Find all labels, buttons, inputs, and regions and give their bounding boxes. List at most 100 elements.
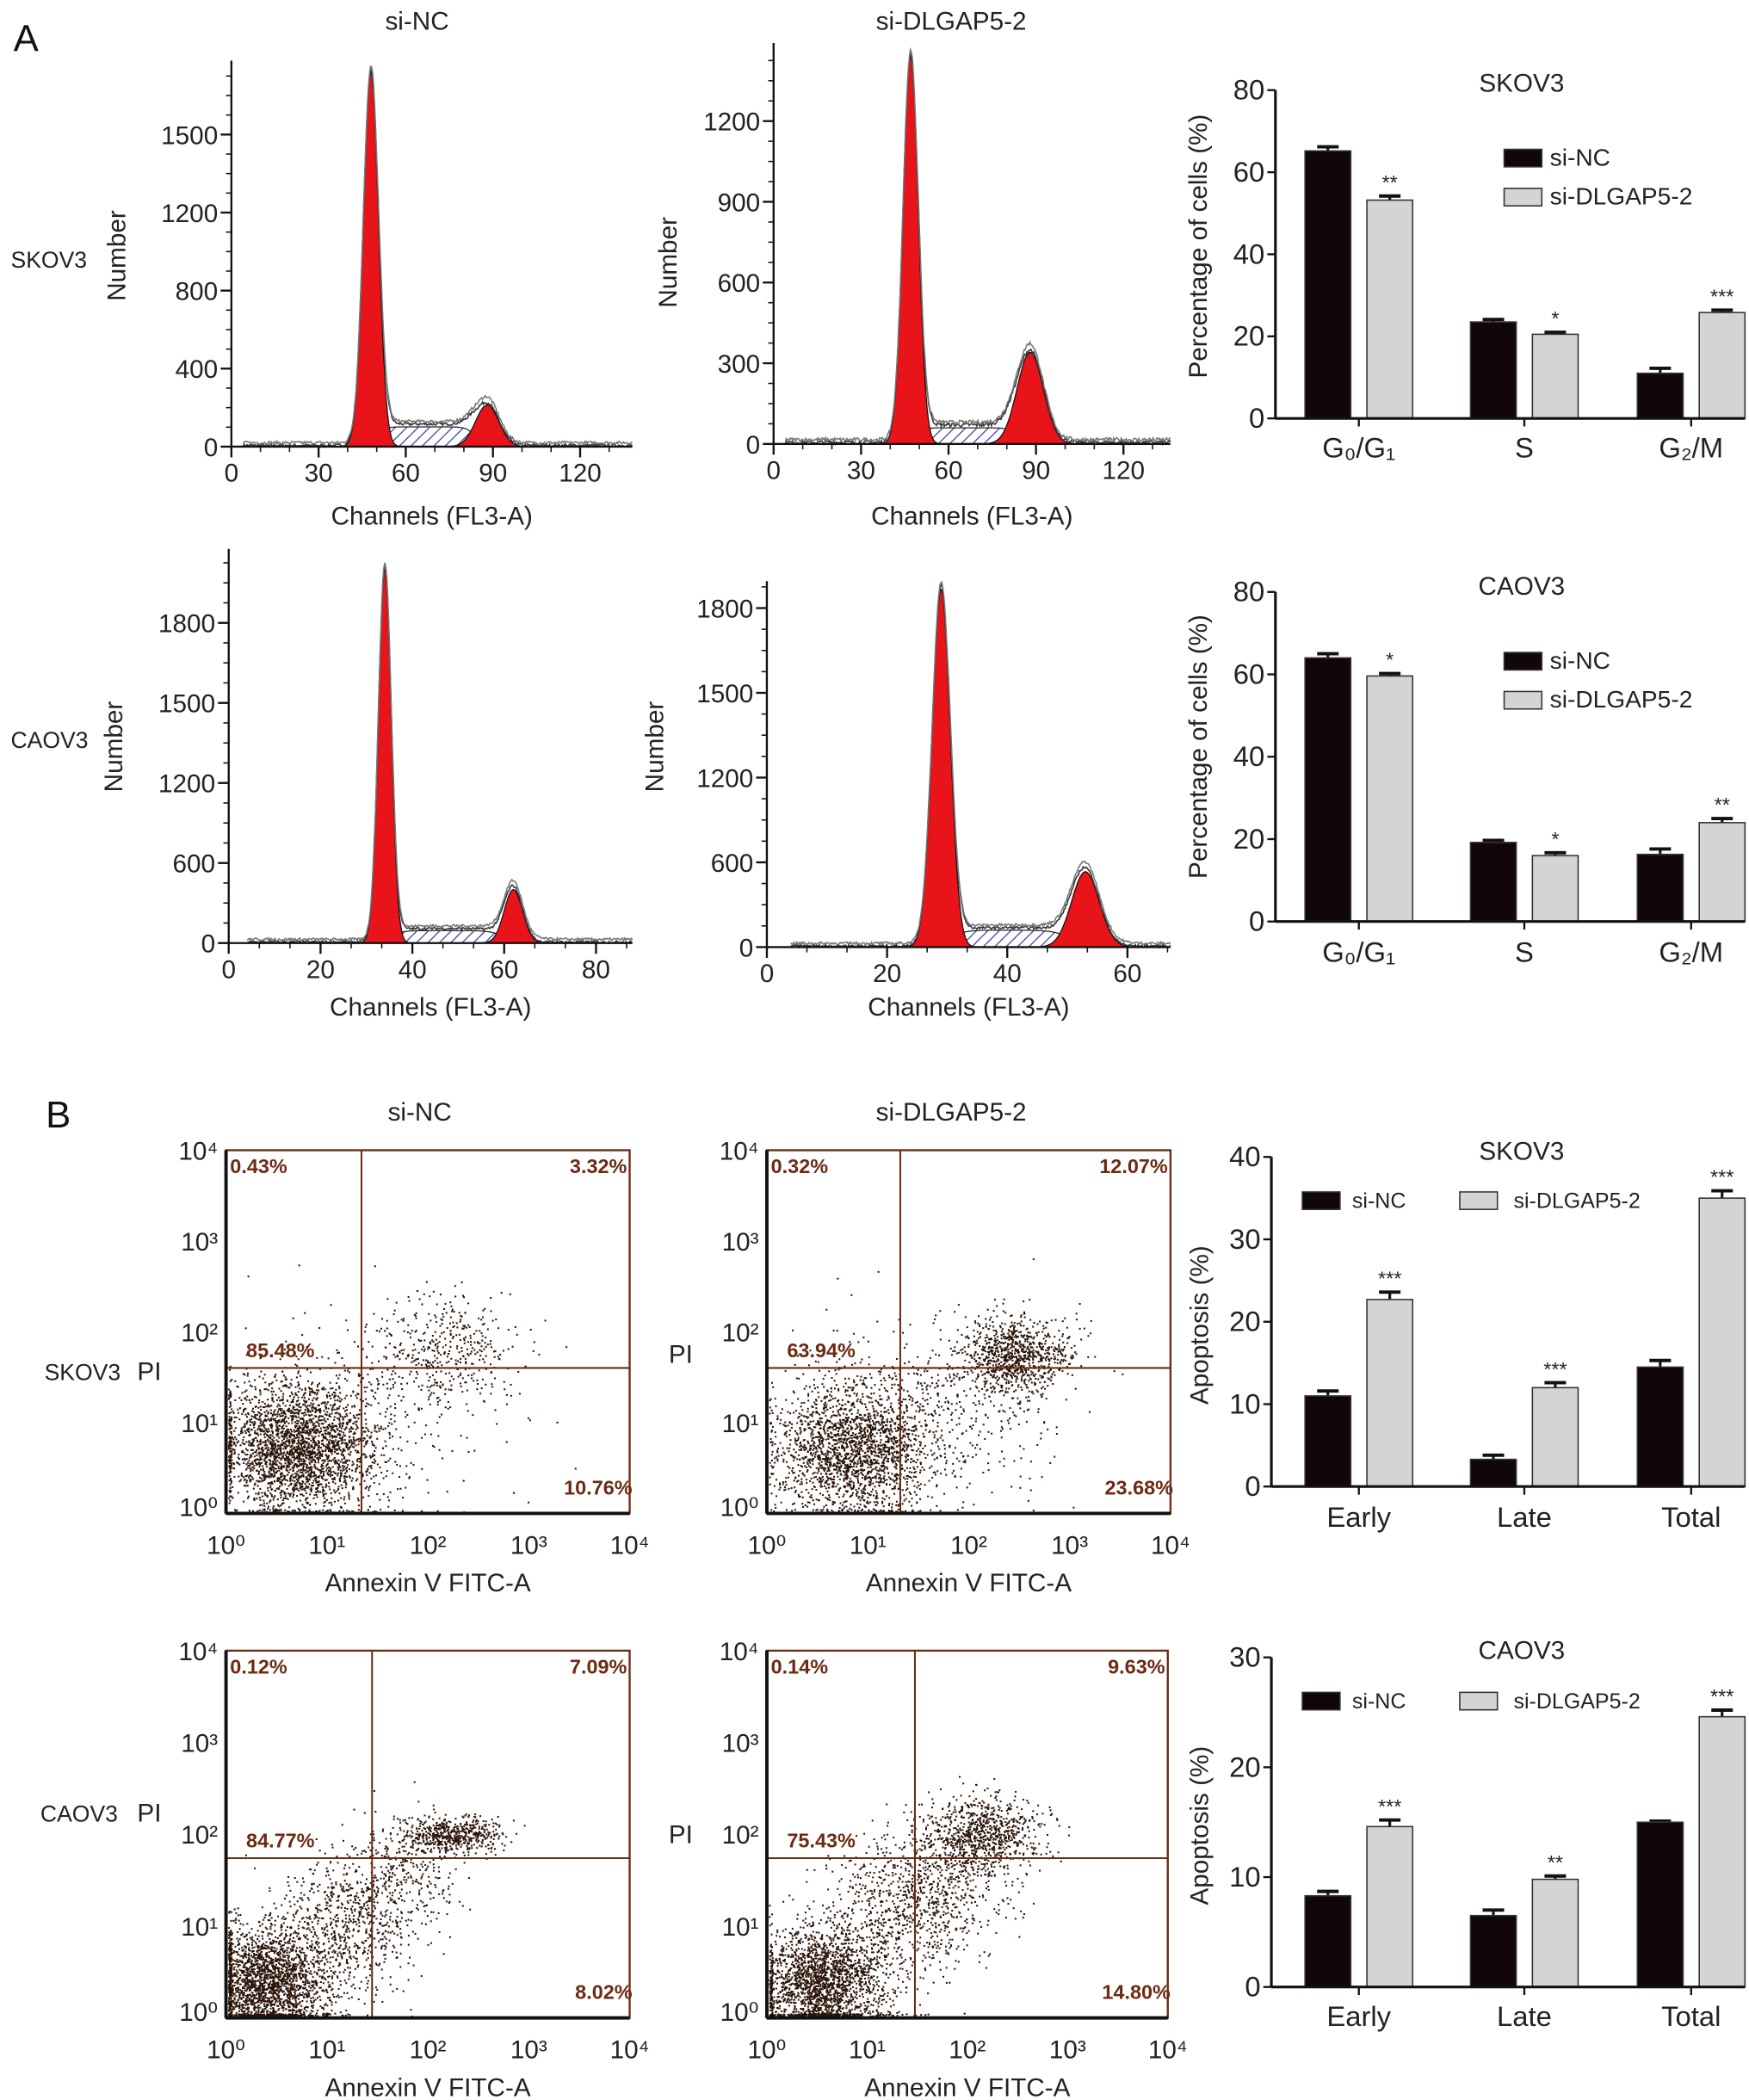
event-dot: [312, 1422, 314, 1424]
event-dot: [258, 1451, 261, 1454]
event-dot: [830, 1416, 832, 1418]
event-dot: [295, 1424, 298, 1427]
event-dot: [826, 1408, 829, 1411]
event-dot: [817, 1468, 819, 1471]
event-dot: [396, 1463, 399, 1466]
event-dot: [258, 1509, 261, 1511]
event-dot: [272, 1469, 275, 1472]
event-dot: [918, 1408, 921, 1411]
event-dot: [271, 1381, 274, 1384]
event-dot: [415, 1358, 417, 1361]
event-dot: [313, 1439, 316, 1442]
event-dot: [430, 1384, 433, 1387]
event-dot: [842, 1426, 844, 1430]
event-dot: [831, 1444, 834, 1447]
event-dot: [260, 1448, 263, 1450]
event-dot: [417, 1351, 420, 1354]
event-dot: [312, 1442, 314, 1444]
event-dot: [389, 1405, 392, 1408]
event-dot: [281, 1412, 283, 1415]
event-dot: [257, 1461, 260, 1464]
event-dot: [812, 1411, 814, 1413]
event-dot: [862, 1462, 864, 1465]
flow-scatter-panel: 0.43% 3.32%85.48%10.76%10⁰ 10¹ 10² 10³ 10⁴10⁰…: [137, 1137, 649, 1597]
event-dot: [287, 1472, 290, 1474]
event-dot: [903, 1499, 905, 1502]
event-dot: [328, 1413, 331, 1416]
event-dot: [323, 1459, 325, 1461]
event-dot: [799, 1442, 801, 1445]
event-dot: [486, 1343, 489, 1346]
event-dot: [269, 1484, 272, 1486]
event-dot: [333, 1396, 336, 1399]
event-dot: [284, 1385, 287, 1387]
event-dot: [836, 1452, 838, 1455]
event-dot: [295, 1416, 298, 1418]
event-dot: [305, 1492, 308, 1494]
event-dot: [331, 1423, 334, 1425]
event-dot: [289, 1492, 292, 1495]
event-dot: [799, 1426, 801, 1430]
event-dot: [364, 1456, 367, 1459]
event-dot: [800, 1419, 802, 1422]
event-dot: [309, 1430, 312, 1432]
event-dot: [289, 1410, 292, 1412]
event-dot: [346, 1469, 349, 1472]
event-dot: [301, 1436, 304, 1439]
event-dot: [357, 1373, 360, 1375]
event-dot: [816, 1472, 819, 1474]
event-dot: [439, 1387, 442, 1389]
event-dot: [304, 1409, 306, 1411]
event-dot: [268, 1384, 270, 1387]
event-dot: [279, 1485, 281, 1487]
event-dot: [784, 1480, 787, 1483]
event-dot: [230, 1490, 232, 1492]
event-dot: [290, 1444, 293, 1447]
event-dot: [843, 1501, 845, 1504]
event-dot: [308, 1434, 311, 1436]
event-dot: [874, 1446, 877, 1448]
event-dot: [839, 1426, 842, 1429]
event-dot: [358, 1409, 361, 1411]
event-dot: [870, 1440, 873, 1442]
event-dot: [300, 1460, 303, 1462]
event-dot: [326, 1467, 329, 1470]
event-dot: [242, 1373, 244, 1375]
event-dot: [770, 1430, 773, 1433]
event-dot: [312, 1482, 314, 1485]
event-dot: [463, 1325, 466, 1328]
event-dot: [343, 1435, 346, 1437]
event-dot: [286, 1465, 288, 1467]
event-dot: [490, 1296, 492, 1300]
event-dot: [463, 1296, 466, 1299]
event-dot: [892, 1410, 894, 1412]
event-dot: [264, 1432, 267, 1435]
event-dot: [318, 1368, 321, 1370]
event-dot: [312, 1479, 315, 1482]
event-dot: [264, 1448, 267, 1450]
event-dot: [284, 1446, 287, 1448]
event-dot: [287, 1411, 290, 1413]
event-dot: [300, 1436, 303, 1438]
event-dot: [413, 1403, 416, 1405]
event-dot: [232, 1436, 234, 1439]
event-dot: [260, 1461, 263, 1464]
event-dot: [292, 1317, 294, 1319]
event-dot: [417, 1407, 420, 1410]
event-dot: [306, 1485, 308, 1487]
event-dot: [316, 1392, 318, 1394]
event-dot: [306, 1497, 309, 1499]
event-dot: [792, 1472, 794, 1474]
event-dot: [874, 1459, 876, 1461]
event-dot: [785, 1435, 788, 1438]
event-dot: [931, 1476, 934, 1479]
event-dot: [290, 1409, 293, 1411]
event-dot: [229, 1420, 232, 1423]
event-dot: [874, 1448, 876, 1450]
event-dot: [861, 1492, 863, 1494]
event-dot: [842, 1461, 844, 1464]
event-dot: [228, 1396, 231, 1399]
event-dot: [842, 1422, 844, 1424]
event-dot: [309, 1393, 312, 1395]
event-dot: [853, 1436, 856, 1439]
